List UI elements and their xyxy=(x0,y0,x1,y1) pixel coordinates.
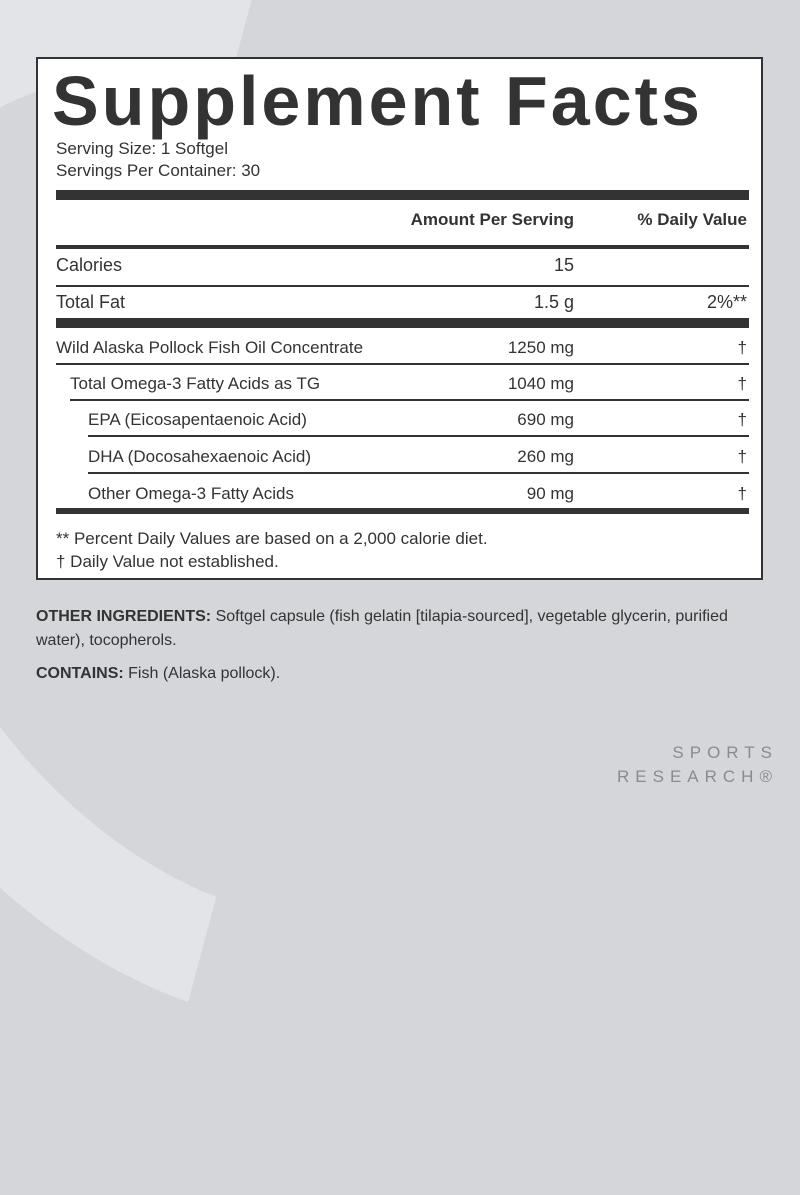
contains: CONTAINS: Fish (Alaska pollock). xyxy=(36,665,281,682)
servings-per-container: Servings Per Container: 30 xyxy=(56,161,261,180)
header-daily-value: % Daily Value xyxy=(637,210,747,229)
divider xyxy=(70,399,749,401)
divider xyxy=(56,318,749,328)
row-name: DHA (Docosahexaenoic Acid) xyxy=(88,447,312,466)
row-name: Calories xyxy=(56,255,123,275)
brand-logo-line2: RESEARCH® xyxy=(617,767,778,786)
brand-logo-line1: SPORTS xyxy=(672,743,778,762)
row-daily-value: † xyxy=(737,484,747,503)
row-daily-value: † xyxy=(737,374,747,393)
divider xyxy=(56,285,749,287)
row-name: Total Fat xyxy=(56,292,126,312)
supplement-facts-panel: Supplement Facts Serving Size: 1 Softgel… xyxy=(36,57,763,580)
row-name: Total Omega-3 Fatty Acids as TG xyxy=(70,374,321,393)
row-name: Wild Alaska Pollock Fish Oil Concentrate xyxy=(56,338,364,357)
serving-size: Serving Size: 1 Softgel xyxy=(56,139,228,158)
divider xyxy=(88,472,749,474)
row-amount: 1.5 g xyxy=(533,292,574,312)
divider-thick xyxy=(56,190,749,200)
row-daily-value: † xyxy=(737,410,747,429)
row-name: EPA (Eicosapentaenoic Acid) xyxy=(88,410,307,429)
row-daily-value: † xyxy=(737,338,747,357)
divider xyxy=(56,245,749,249)
footnote: ** Percent Daily Values are based on a 2… xyxy=(56,529,488,548)
row-amount: 90 mg xyxy=(526,484,574,503)
row-amount: 15 xyxy=(553,255,574,275)
row-amount: 1250 mg xyxy=(507,338,574,357)
row-amount: 690 mg xyxy=(517,410,574,429)
row-daily-value: 2%** xyxy=(706,292,747,312)
panel-title: Supplement Facts xyxy=(52,62,703,140)
other-ingredients: OTHER INGREDIENTS: Softgel capsule (fish… xyxy=(36,608,728,649)
divider xyxy=(56,363,749,365)
row-name: Other Omega-3 Fatty Acids xyxy=(88,484,294,503)
row-daily-value: † xyxy=(737,447,747,466)
row-amount: 1040 mg xyxy=(507,374,574,393)
divider xyxy=(56,508,749,514)
header-amount: Amount Per Serving xyxy=(410,210,574,229)
row-amount: 260 mg xyxy=(517,447,574,466)
footnote: † Daily Value not established. xyxy=(56,552,279,571)
divider xyxy=(88,435,749,437)
